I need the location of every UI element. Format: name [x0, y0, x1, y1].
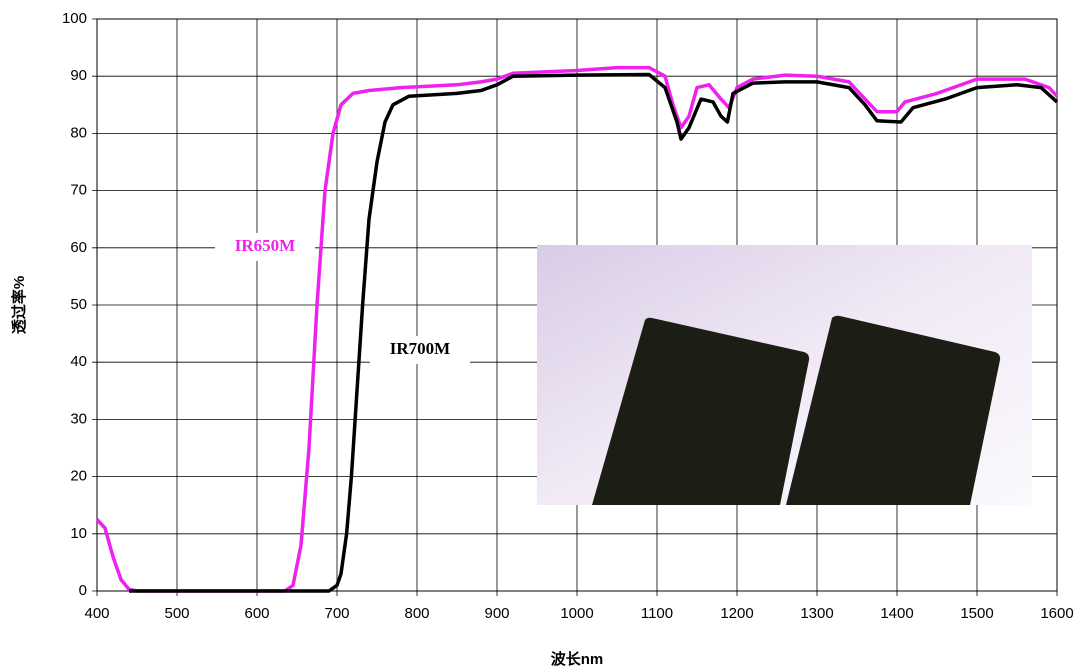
series-line	[129, 72, 1059, 593]
y-tick-label: 50	[70, 296, 87, 313]
series-annotation: IR700M	[390, 339, 450, 358]
y-tick-label: 40	[70, 353, 87, 370]
x-tick-label: 900	[484, 605, 509, 622]
x-tick-label: 1400	[880, 605, 913, 622]
y-tick-label: 90	[70, 67, 87, 84]
x-tick-label: 1500	[960, 605, 993, 622]
x-tick-label: 800	[404, 605, 429, 622]
series-line	[95, 65, 1059, 593]
x-tick-label: 1200	[720, 605, 753, 622]
label-background	[215, 233, 315, 261]
plot-border	[96, 18, 1058, 592]
y-axis-label: 透过率%	[10, 276, 28, 334]
filter-sample	[592, 317, 810, 505]
x-tick-label: 1600	[1040, 605, 1073, 622]
y-tick-label: 20	[70, 468, 87, 485]
x-tick-label: 600	[244, 605, 269, 622]
y-tick-label: 80	[70, 124, 87, 141]
x-tick-label: 400	[84, 605, 109, 622]
y-tick-label: 70	[70, 182, 87, 199]
inset-photo	[537, 245, 1032, 505]
series-annotation: IR650M	[235, 236, 295, 255]
y-tick-label: 10	[70, 525, 87, 542]
x-tick-label: 1300	[800, 605, 833, 622]
x-tick-label: 500	[164, 605, 189, 622]
y-tick-label: 100	[62, 10, 87, 27]
x-tick-label: 1100	[641, 605, 673, 622]
filter-sample	[786, 315, 1001, 505]
y-tick-label: 0	[79, 582, 87, 599]
x-axis-label: 波长nm	[551, 650, 604, 668]
x-tick-label: 1000	[560, 605, 593, 622]
y-tick-label: 60	[70, 239, 87, 256]
y-tick-label: 30	[70, 410, 87, 427]
x-tick-label: 700	[324, 605, 349, 622]
label-background	[370, 336, 470, 364]
